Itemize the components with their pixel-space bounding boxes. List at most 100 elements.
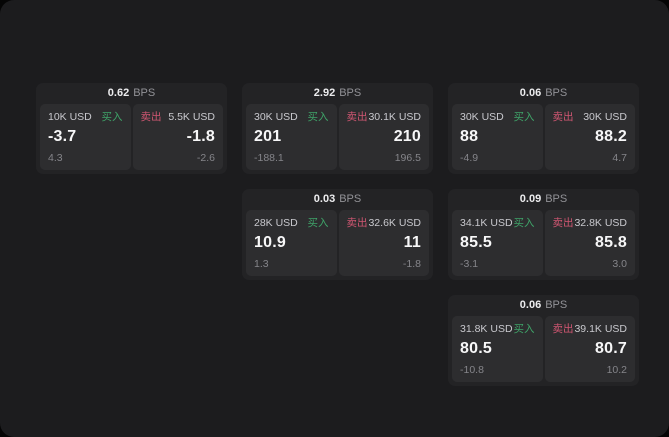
card-header: 2.92 BPS: [246, 83, 429, 104]
bps-unit-label: BPS: [133, 87, 156, 99]
buy-change: -4.9: [460, 151, 479, 164]
bps-unit-label: BPS: [339, 193, 362, 205]
quote-card: 0.06 BPS 31.8K USD 买入 80.5 -10.8 卖出 39.1…: [448, 295, 639, 386]
sell-amount: 30.1K USD: [368, 111, 421, 123]
buy-panel[interactable]: 30K USD 买入 201 -188.1: [246, 104, 337, 170]
buy-price: 80.5: [460, 339, 492, 357]
quote-card: 0.03 BPS 28K USD 买入 10.9 1.3 卖出 32.6K US…: [242, 189, 433, 280]
sell-price: 11: [403, 233, 421, 251]
sell-price: 210: [393, 127, 421, 145]
quote-grid: 0.62 BPS 10K USD 买入 -3.7 4.3 卖出 5.5K USD…: [36, 83, 639, 386]
bps-value: 0.09: [519, 193, 542, 205]
sell-panel-header: 卖出 30.1K USD: [347, 112, 422, 123]
buy-panel-header: 30K USD 买入: [460, 112, 535, 123]
buy-amount: 30K USD: [254, 111, 298, 123]
buy-sell-panels: 10K USD 买入 -3.7 4.3 卖出 5.5K USD -1.8 -2.…: [40, 104, 223, 170]
sell-panel-header: 卖出 39.1K USD: [553, 324, 628, 335]
bps-unit-label: BPS: [545, 299, 568, 311]
sell-side-label: 卖出: [346, 217, 368, 229]
buy-panel-header: 30K USD 买入: [254, 112, 329, 123]
buy-price: 88: [460, 127, 479, 145]
card-header: 0.03 BPS: [246, 189, 429, 210]
buy-side-label: 买入: [307, 111, 329, 123]
buy-price: -3.7: [48, 127, 77, 145]
buy-side-label: 买入: [101, 111, 123, 123]
buy-change: -188.1: [254, 151, 284, 164]
buy-panel[interactable]: 28K USD 买入 10.9 1.3: [246, 210, 337, 276]
sell-panel-header: 卖出 5.5K USD: [141, 112, 216, 123]
sell-amount: 32.8K USD: [574, 217, 627, 229]
bps-value: 0.06: [519, 87, 542, 99]
card-header: 0.09 BPS: [452, 189, 635, 210]
bps-value: 0.62: [107, 87, 130, 99]
sell-change: 3.0: [612, 257, 627, 270]
bps-value: 0.06: [519, 299, 542, 311]
buy-sell-panels: 28K USD 买入 10.9 1.3 卖出 32.6K USD 11 -1.8: [246, 210, 429, 276]
bps-unit-label: BPS: [545, 193, 568, 205]
buy-sell-panels: 30K USD 买入 88 -4.9 卖出 30K USD 88.2 4.7: [452, 104, 635, 170]
buy-price: 201: [254, 127, 282, 145]
quote-card: 0.06 BPS 30K USD 买入 88 -4.9 卖出 30K USD 8…: [448, 83, 639, 174]
card-header: 0.06 BPS: [452, 83, 635, 104]
bps-value: 0.03: [313, 193, 336, 205]
buy-amount: 31.8K USD: [460, 323, 513, 335]
sell-panel-header: 卖出 30K USD: [553, 112, 628, 123]
buy-panel[interactable]: 10K USD 买入 -3.7 4.3: [40, 104, 131, 170]
buy-panel[interactable]: 30K USD 买入 88 -4.9: [452, 104, 543, 170]
bps-unit-label: BPS: [339, 87, 362, 99]
sell-panel[interactable]: 卖出 39.1K USD 80.7 10.2: [544, 316, 635, 382]
sell-panel-header: 卖出 32.8K USD: [553, 218, 628, 229]
buy-side-label: 买入: [513, 217, 535, 229]
sell-panel[interactable]: 卖出 32.6K USD 11 -1.8: [338, 210, 429, 276]
sell-side-label: 卖出: [346, 111, 368, 123]
buy-side-label: 买入: [307, 217, 329, 229]
quote-card: 0.62 BPS 10K USD 买入 -3.7 4.3 卖出 5.5K USD…: [36, 83, 227, 174]
buy-side-label: 买入: [513, 111, 535, 123]
buy-change: 4.3: [48, 151, 63, 164]
sell-amount: 32.6K USD: [368, 217, 421, 229]
quote-card: 2.92 BPS 30K USD 买入 201 -188.1 卖出 30.1K …: [242, 83, 433, 174]
buy-panel[interactable]: 34.1K USD 买入 85.5 -3.1: [452, 210, 543, 276]
sell-change: -2.6: [196, 151, 215, 164]
sell-panel[interactable]: 卖出 30.1K USD 210 196.5: [338, 104, 429, 170]
buy-change: -3.1: [460, 257, 479, 270]
card-header: 0.62 BPS: [40, 83, 223, 104]
buy-side-label: 买入: [513, 323, 535, 335]
buy-price: 10.9: [254, 233, 286, 251]
buy-amount: 34.1K USD: [460, 217, 513, 229]
sell-price: 88.2: [595, 127, 627, 145]
sell-price: 85.8: [595, 233, 627, 251]
sell-price: -1.8: [186, 127, 215, 145]
buy-amount: 10K USD: [48, 111, 92, 123]
sell-price: 80.7: [595, 339, 627, 357]
sell-amount: 39.1K USD: [574, 323, 627, 335]
buy-panel[interactable]: 31.8K USD 买入 80.5 -10.8: [452, 316, 543, 382]
buy-sell-panels: 30K USD 买入 201 -188.1 卖出 30.1K USD 210 1…: [246, 104, 429, 170]
sell-amount: 30K USD: [583, 111, 627, 123]
sell-change: 196.5: [394, 151, 421, 164]
buy-change: -10.8: [460, 363, 484, 376]
sell-side-label: 卖出: [552, 217, 574, 229]
buy-sell-panels: 31.8K USD 买入 80.5 -10.8 卖出 39.1K USD 80.…: [452, 316, 635, 382]
bps-value: 2.92: [313, 87, 336, 99]
sell-change: 4.7: [612, 151, 627, 164]
buy-change: 1.3: [254, 257, 269, 270]
sell-side-label: 卖出: [552, 323, 574, 335]
sell-panel[interactable]: 卖出 5.5K USD -1.8 -2.6: [132, 104, 223, 170]
bps-unit-label: BPS: [545, 87, 568, 99]
buy-amount: 28K USD: [254, 217, 298, 229]
sell-panel[interactable]: 卖出 30K USD 88.2 4.7: [544, 104, 635, 170]
quote-card: 0.09 BPS 34.1K USD 买入 85.5 -3.1 卖出 32.8K…: [448, 189, 639, 280]
sell-panel[interactable]: 卖出 32.8K USD 85.8 3.0: [544, 210, 635, 276]
sell-change: 10.2: [606, 363, 627, 376]
card-header: 0.06 BPS: [452, 295, 635, 316]
sell-amount: 5.5K USD: [168, 111, 215, 123]
buy-amount: 30K USD: [460, 111, 504, 123]
sell-panel-header: 卖出 32.6K USD: [347, 218, 422, 229]
buy-panel-header: 28K USD 买入: [254, 218, 329, 229]
sell-side-label: 卖出: [140, 111, 162, 123]
sell-side-label: 卖出: [552, 111, 574, 123]
buy-panel-header: 31.8K USD 买入: [460, 324, 535, 335]
sell-change: -1.8: [402, 257, 421, 270]
